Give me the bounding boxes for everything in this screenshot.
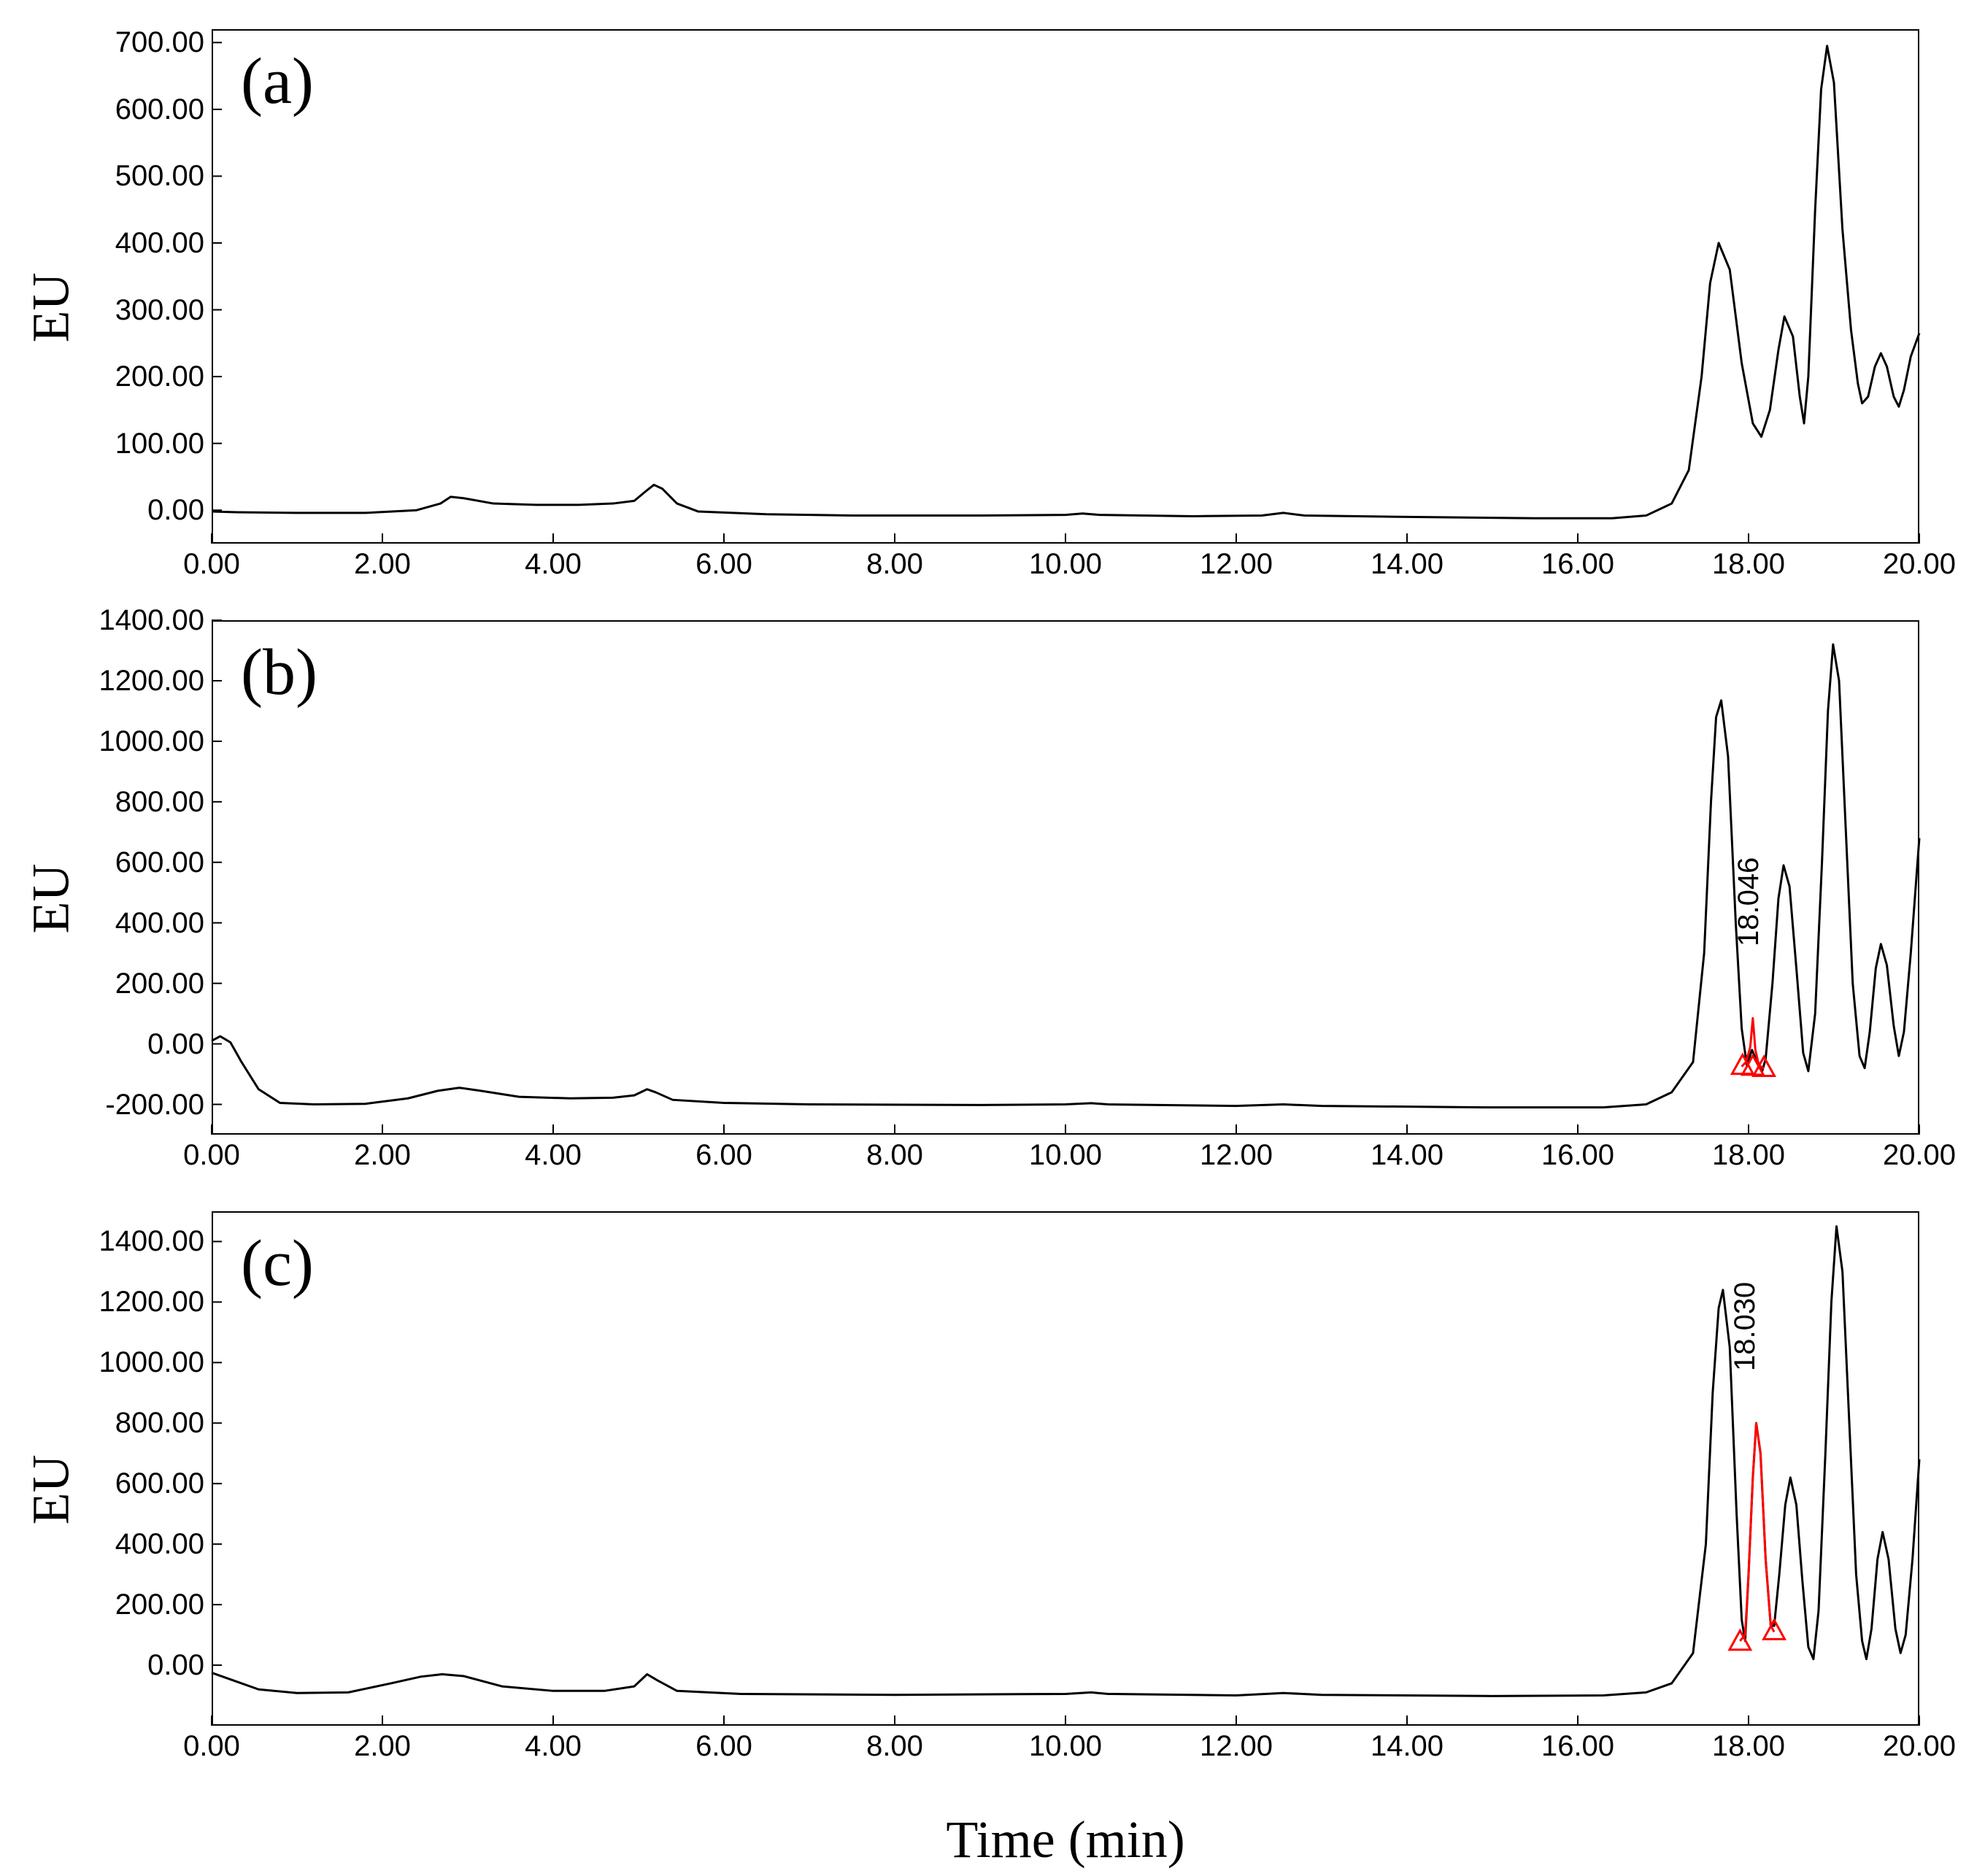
x-tick-label: 6.00 [680, 1730, 768, 1763]
x-tick-label: 8.00 [851, 548, 938, 581]
y-tick-label: 800.00 [88, 786, 204, 819]
panel-b: (b)-200.000.00200.00400.00600.00800.0010… [0, 620, 1956, 1193]
x-tick-label: 16.00 [1534, 548, 1622, 581]
x-tick-label: 14.00 [1363, 1730, 1451, 1763]
x-tick-label: 4.00 [509, 1139, 597, 1172]
peak-annotation: 18.030 [1729, 1282, 1762, 1371]
x-axis-title: Time (min) [847, 1810, 1284, 1870]
figure: EU EU EU Time (min) (a)0.00100.00200.003… [0, 0, 1985, 1876]
y-tick-label: 500.00 [88, 160, 204, 193]
x-tick-label: 18.00 [1705, 548, 1792, 581]
x-tick-label: 0.00 [168, 1730, 255, 1763]
y-tick-label: -200.00 [88, 1089, 204, 1122]
y-tick-label: 200.00 [88, 1589, 204, 1621]
y-tick-label: 1200.00 [88, 1286, 204, 1319]
x-tick-label: 12.00 [1192, 548, 1280, 581]
x-tick-label: 4.00 [509, 548, 597, 581]
x-tick-label: 18.00 [1705, 1139, 1792, 1172]
x-tick-label: 12.00 [1192, 1730, 1280, 1763]
x-tick-label: 2.00 [339, 1139, 426, 1172]
y-tick-label: 400.00 [88, 1528, 204, 1561]
x-tick-label: 20.00 [1876, 1139, 1963, 1172]
x-tick-label: 10.00 [1022, 548, 1109, 581]
x-tick-label: 16.00 [1534, 1730, 1622, 1763]
x-tick-label: 20.00 [1876, 1730, 1963, 1763]
panel-c: (c)0.00200.00400.00600.00800.001000.0012… [0, 1211, 1956, 1784]
plot-svg [212, 1211, 1919, 1726]
x-tick-label: 20.00 [1876, 548, 1963, 581]
y-tick-label: 100.00 [88, 428, 204, 460]
x-tick-label: 14.00 [1363, 1139, 1451, 1172]
plot-svg [212, 29, 1919, 544]
y-tick-label: 600.00 [88, 846, 204, 879]
y-tick-label: 1400.00 [88, 604, 204, 637]
x-tick-label: 18.00 [1705, 1730, 1792, 1763]
x-tick-label: 8.00 [851, 1730, 938, 1763]
y-tick-label: 0.00 [88, 1649, 204, 1682]
x-tick-label: 0.00 [168, 1139, 255, 1172]
x-tick-label: 6.00 [680, 548, 768, 581]
y-tick-label: 800.00 [88, 1407, 204, 1440]
y-tick-label: 600.00 [88, 1467, 204, 1500]
y-tick-label: 0.00 [88, 494, 204, 527]
plot-svg [212, 620, 1919, 1135]
x-tick-label: 6.00 [680, 1139, 768, 1172]
y-tick-label: 1000.00 [88, 725, 204, 758]
x-tick-label: 4.00 [509, 1730, 597, 1763]
y-tick-label: 400.00 [88, 907, 204, 940]
y-tick-label: 200.00 [88, 360, 204, 393]
x-tick-label: 16.00 [1534, 1139, 1622, 1172]
panel-a: (a)0.00100.00200.00300.00400.00500.00600… [0, 29, 1956, 602]
x-tick-label: 2.00 [339, 548, 426, 581]
y-tick-label: 200.00 [88, 968, 204, 1000]
x-tick-label: 12.00 [1192, 1139, 1280, 1172]
y-tick-label: 1400.00 [88, 1225, 204, 1258]
x-tick-label: 0.00 [168, 548, 255, 581]
y-tick-label: 300.00 [88, 294, 204, 327]
y-tick-label: 700.00 [88, 26, 204, 59]
y-tick-label: 1200.00 [88, 665, 204, 698]
x-tick-label: 8.00 [851, 1139, 938, 1172]
y-tick-label: 0.00 [88, 1028, 204, 1061]
x-tick-label: 2.00 [339, 1730, 426, 1763]
y-tick-label: 600.00 [88, 93, 204, 126]
x-tick-label: 10.00 [1022, 1139, 1109, 1172]
y-tick-label: 400.00 [88, 227, 204, 260]
chromatogram-trace [212, 1227, 1919, 1696]
peak-annotation: 18.046 [1732, 857, 1765, 946]
x-tick-label: 10.00 [1022, 1730, 1109, 1763]
chromatogram-trace [212, 46, 1919, 518]
y-tick-label: 1000.00 [88, 1346, 204, 1379]
highlight-peak [1740, 1423, 1774, 1641]
x-tick-label: 14.00 [1363, 548, 1451, 581]
chromatogram-trace [212, 644, 1919, 1107]
